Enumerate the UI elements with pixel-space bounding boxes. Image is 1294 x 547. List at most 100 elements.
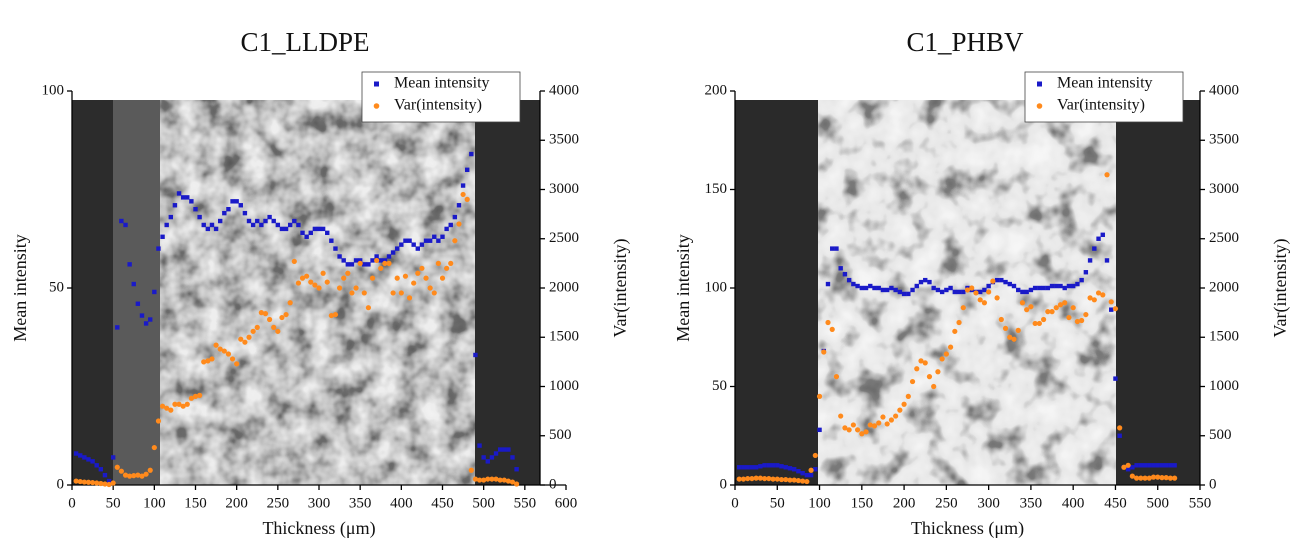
legend-box [361, 71, 521, 123]
point [431, 290, 437, 296]
x-tick-label: 250 [267, 495, 290, 511]
point [320, 226, 326, 232]
point [267, 316, 273, 323]
point [923, 277, 928, 283]
point [1079, 277, 1084, 283]
point [324, 279, 330, 285]
point [94, 480, 100, 486]
point [999, 277, 1004, 283]
point [481, 455, 486, 460]
point [382, 258, 388, 263]
x-tick-label: 550 [1189, 495, 1212, 511]
point [1049, 309, 1055, 315]
point [851, 281, 856, 287]
point [90, 459, 95, 464]
point [316, 285, 322, 291]
x-axis-label: Thickness (μm) [262, 518, 375, 539]
point [114, 464, 120, 470]
point [905, 393, 911, 399]
point [888, 417, 895, 423]
point [1040, 316, 1047, 323]
point [98, 467, 104, 472]
point [935, 287, 941, 293]
point [842, 272, 848, 277]
legend: Mean intensity Var(intensity) [361, 71, 521, 123]
point [855, 283, 860, 289]
point [250, 222, 256, 228]
point [406, 295, 413, 301]
point [349, 262, 355, 267]
point [460, 183, 466, 188]
point [1002, 325, 1009, 331]
point [127, 262, 132, 267]
point [353, 285, 359, 291]
y2-tick-label: 1500 [549, 329, 579, 345]
point [808, 472, 814, 478]
point [994, 277, 1000, 283]
point [1032, 320, 1038, 327]
point [1045, 285, 1051, 291]
point [914, 283, 919, 289]
point [762, 463, 767, 468]
point [279, 226, 285, 232]
point [956, 289, 962, 295]
point [859, 431, 865, 437]
point [287, 300, 293, 306]
point [909, 378, 916, 385]
point [1096, 236, 1101, 241]
point [205, 226, 211, 232]
y2-tick-label: 500 [549, 427, 572, 443]
point [366, 262, 371, 267]
point [808, 467, 814, 473]
point [1104, 258, 1110, 263]
point [1062, 300, 1068, 306]
point [880, 414, 886, 420]
point [1083, 311, 1089, 318]
point [341, 258, 346, 263]
point [497, 447, 503, 452]
point [213, 226, 219, 232]
point [1159, 463, 1165, 468]
point [1066, 283, 1072, 289]
point [931, 383, 937, 390]
point [506, 447, 511, 452]
point [271, 324, 277, 330]
point [123, 222, 128, 228]
point [1159, 475, 1165, 481]
point [1117, 433, 1122, 438]
y-axis-label: Mean intensity [673, 234, 693, 341]
point [1016, 287, 1021, 293]
point [817, 427, 822, 433]
point [1130, 465, 1135, 470]
point [1112, 306, 1119, 312]
point [859, 285, 865, 291]
point [86, 457, 91, 462]
point [427, 238, 433, 243]
point [906, 291, 911, 297]
point [871, 423, 878, 429]
point [436, 238, 441, 243]
point [337, 254, 342, 259]
point [349, 290, 355, 296]
point [1117, 425, 1123, 431]
point [448, 222, 453, 228]
point [382, 260, 388, 266]
point [884, 287, 890, 293]
point [791, 467, 797, 472]
y2-tick-label: 2500 [549, 230, 579, 246]
point [435, 260, 441, 266]
point [464, 196, 470, 202]
point [753, 475, 759, 481]
point [800, 470, 805, 476]
point [151, 444, 157, 451]
legend-swatch [1036, 103, 1043, 109]
point [804, 478, 810, 485]
x-axis-label: Thickness (μm) [911, 518, 1024, 539]
point [143, 321, 149, 326]
point [155, 418, 162, 424]
point [741, 465, 746, 470]
point [740, 476, 747, 482]
point [994, 295, 1000, 301]
point [825, 281, 831, 287]
y-tick-label: 50 [49, 279, 64, 295]
